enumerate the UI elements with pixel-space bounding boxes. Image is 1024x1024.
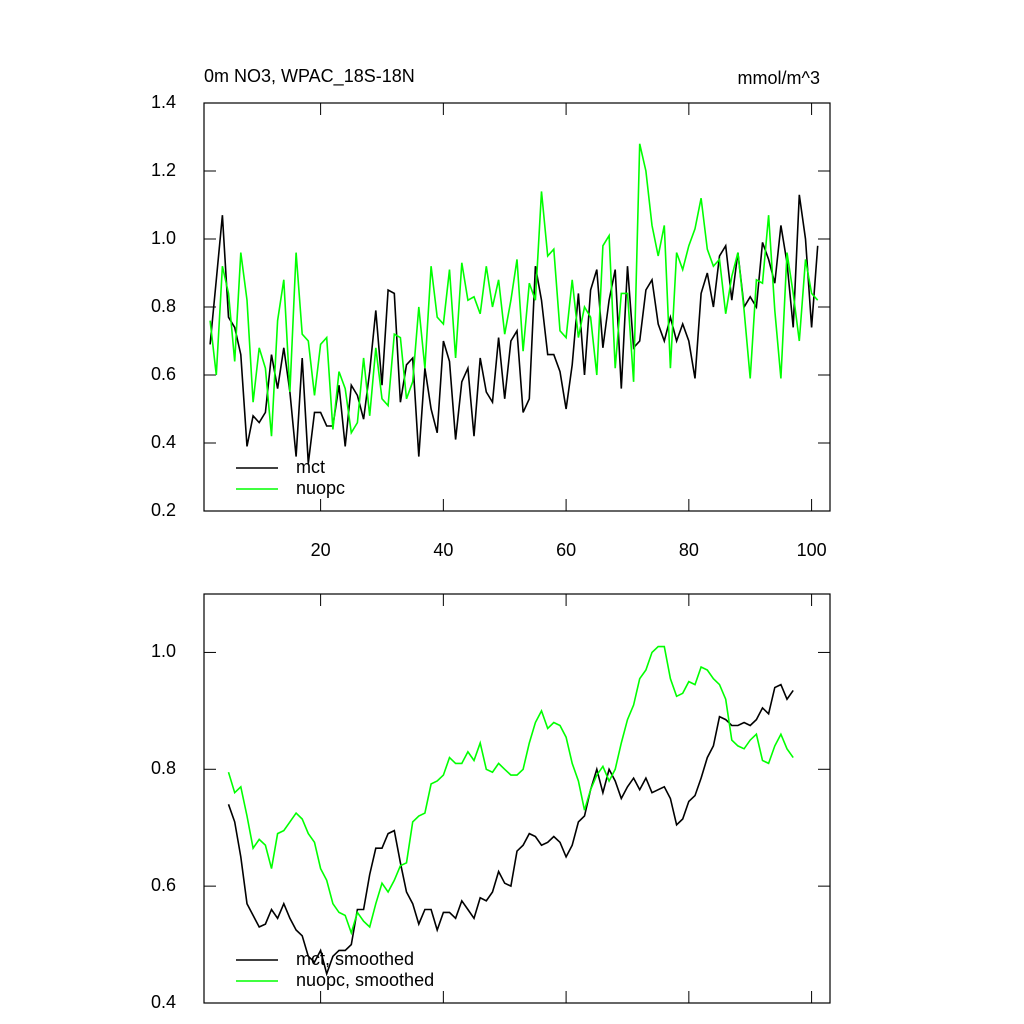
units-label: mmol/m^3: [738, 68, 820, 88]
y-tick-label: 1.0: [151, 641, 176, 661]
legend-label: mct, smoothed: [296, 949, 414, 969]
y-tick-label: 0.8: [151, 296, 176, 316]
x-tick-label: 100: [797, 540, 827, 560]
series-line: [227, 683, 794, 977]
series-line: [209, 143, 819, 437]
legend-label: mct: [296, 457, 325, 477]
x-tick-label: 80: [679, 540, 699, 560]
y-tick-label: 1.2: [151, 160, 176, 180]
y-tick-label: 1.0: [151, 228, 176, 248]
y-tick-label: 0.2: [151, 500, 176, 520]
series-line: [227, 645, 794, 936]
y-tick-label: 0.4: [151, 992, 176, 1012]
y-tick-label: 0.6: [151, 875, 176, 895]
legend-label: nuopc: [296, 478, 345, 498]
x-tick-label: 60: [556, 540, 576, 560]
plot-frame: [203, 593, 831, 1004]
y-tick-label: 0.4: [151, 432, 176, 452]
x-tick-label: 20: [311, 540, 331, 560]
y-tick-label: 0.8: [151, 758, 176, 778]
x-tick-label: 40: [433, 540, 453, 560]
plot-frame: [203, 102, 831, 512]
chart-title: 0m NO3, WPAC_18S-18N: [204, 66, 415, 87]
y-tick-label: 1.4: [151, 92, 176, 112]
series-line: [209, 194, 819, 464]
legend-label: nuopc, smoothed: [296, 970, 434, 990]
y-tick-label: 0.6: [151, 364, 176, 384]
